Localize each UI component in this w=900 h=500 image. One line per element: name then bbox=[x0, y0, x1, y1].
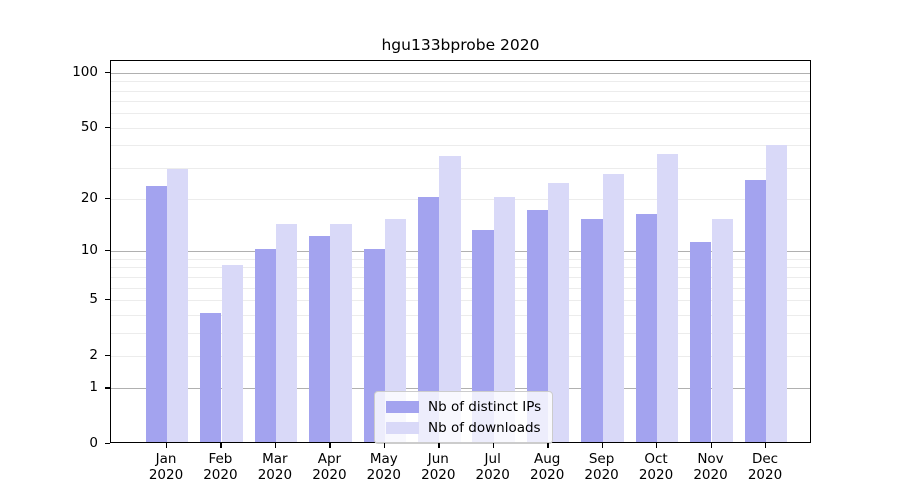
y-tick-mark-0 bbox=[105, 443, 110, 445]
legend: Nb of distinct IPs Nb of downloads bbox=[374, 391, 554, 444]
y-tick-mark-50 bbox=[105, 126, 110, 129]
bar-distinct-ips-jan bbox=[145, 186, 167, 442]
bar-distinct-ips-jun bbox=[417, 197, 440, 442]
y-tick-label-2: 2 bbox=[89, 346, 98, 363]
x-tick-mark-may bbox=[383, 443, 386, 448]
x-tick-mark-dec bbox=[765, 443, 767, 448]
gridline-minor-50 bbox=[111, 127, 810, 129]
bar-distinct-ips-aug bbox=[526, 209, 549, 442]
bar-downloads-sep bbox=[602, 174, 624, 442]
bar-distinct-ips-jul bbox=[472, 229, 494, 442]
legend-item-downloads: Nb of downloads bbox=[386, 420, 541, 436]
x-tick-mark-apr bbox=[329, 443, 331, 448]
x-tick-label-sep: Sep 2020 bbox=[584, 451, 619, 483]
x-tick-mark-aug bbox=[547, 443, 549, 448]
bar-distinct-ips-sep bbox=[581, 219, 603, 442]
x-tick-label-aug: Aug 2020 bbox=[530, 451, 565, 483]
bar-downloads-nov bbox=[711, 219, 733, 442]
x-tick-label-nov: Nov 2020 bbox=[693, 451, 728, 483]
y-tick-label-20: 20 bbox=[80, 190, 98, 207]
y-tick-mark-2 bbox=[105, 354, 110, 356]
x-tick-mark-jul bbox=[492, 443, 495, 448]
x-tick-label-feb: Feb 2020 bbox=[203, 451, 238, 483]
bar-downloads-jul bbox=[493, 197, 515, 442]
bar-downloads-apr bbox=[330, 224, 352, 442]
x-tick-mark-jun bbox=[438, 443, 440, 448]
y-tick-mark-10 bbox=[105, 250, 110, 252]
bar-downloads-jan bbox=[167, 168, 189, 442]
y-tick-label-5: 5 bbox=[89, 290, 98, 307]
x-tick-label-jan: Jan 2020 bbox=[148, 451, 184, 483]
y-tick-label-50: 50 bbox=[80, 118, 98, 135]
bar-distinct-ips-oct bbox=[635, 214, 658, 442]
bar-distinct-ips-dec bbox=[744, 180, 766, 442]
bar-downloads-oct bbox=[657, 153, 679, 442]
y-tick-mark-5 bbox=[105, 298, 110, 301]
gridline-major-100 bbox=[111, 72, 810, 74]
x-tick-label-dec: Dec 2020 bbox=[747, 451, 783, 483]
x-tick-label-apr: Apr 2020 bbox=[312, 451, 347, 483]
gridline-minor-90 bbox=[111, 81, 810, 83]
legend-item-distinct-ips: Nb of distinct IPs bbox=[386, 399, 541, 415]
x-tick-mark-oct bbox=[656, 443, 658, 448]
y-tick-label-0: 0 bbox=[89, 435, 98, 451]
legend-label-distinct-ips: Nb of distinct IPs bbox=[428, 399, 542, 415]
y-tick-label-1: 1 bbox=[89, 379, 98, 396]
bar-distinct-ips-apr bbox=[309, 235, 331, 442]
gridline-minor-70 bbox=[111, 101, 810, 103]
bar-downloads-aug bbox=[548, 183, 570, 442]
x-tick-mark-jan bbox=[166, 443, 168, 448]
legend-label-downloads: Nb of downloads bbox=[428, 420, 541, 436]
plot-area: Nb of distinct IPs Nb of downloads bbox=[110, 60, 811, 444]
chart-title: hgu133bprobe 2020 bbox=[381, 36, 540, 54]
bar-downloads-may bbox=[384, 219, 407, 442]
legend-swatch-distinct-ips bbox=[386, 401, 419, 413]
bar-distinct-ips-mar bbox=[254, 249, 276, 442]
gridline-minor-80 bbox=[111, 90, 810, 92]
x-tick-mark-sep bbox=[601, 443, 603, 448]
bar-distinct-ips-nov bbox=[690, 242, 712, 442]
bar-distinct-ips-feb bbox=[200, 312, 222, 442]
y-tick-mark-100 bbox=[105, 71, 110, 74]
bar-downloads-jun bbox=[439, 156, 461, 442]
x-tick-label-mar: Mar 2020 bbox=[257, 451, 293, 483]
x-tick-label-jul: Jul 2020 bbox=[475, 451, 510, 483]
bar-downloads-feb bbox=[221, 265, 243, 442]
x-tick-label-jun: Jun 2020 bbox=[421, 451, 456, 483]
x-tick-mark-feb bbox=[220, 443, 222, 448]
x-tick-mark-nov bbox=[710, 443, 712, 448]
legend-swatch-downloads bbox=[386, 422, 419, 434]
y-tick-mark-1 bbox=[105, 387, 110, 389]
x-tick-mark-mar bbox=[274, 443, 277, 448]
y-tick-mark-20 bbox=[105, 198, 110, 200]
x-tick-label-oct: Oct 2020 bbox=[638, 451, 674, 483]
gridline-minor-40 bbox=[111, 145, 810, 147]
bar-downloads-dec bbox=[766, 145, 788, 442]
x-tick-label-may: May 2020 bbox=[366, 451, 401, 483]
gridline-minor-60 bbox=[111, 113, 810, 115]
y-tick-label-100: 100 bbox=[72, 63, 98, 80]
y-tick-label-10: 10 bbox=[80, 242, 98, 259]
bar-downloads-mar bbox=[275, 224, 298, 442]
